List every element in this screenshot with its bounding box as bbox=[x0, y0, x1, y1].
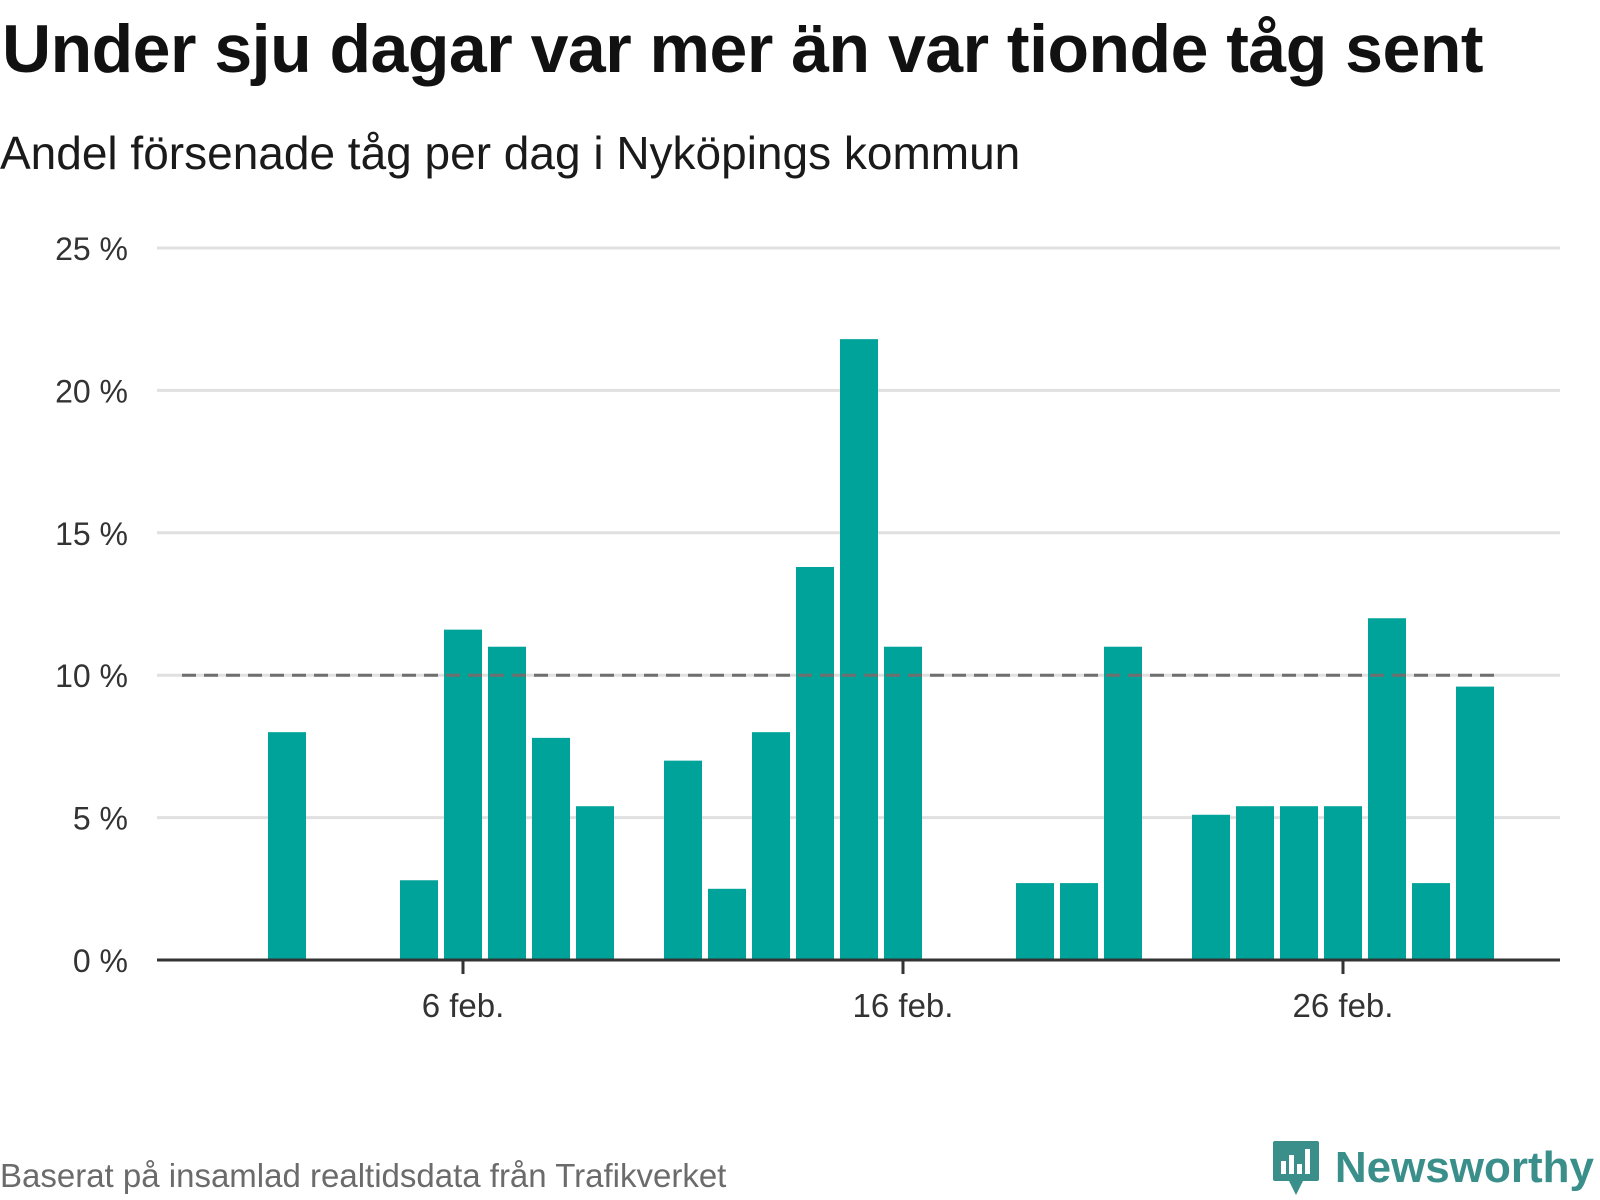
bar bbox=[532, 737, 570, 960]
y-tick-label: 25 % bbox=[55, 231, 128, 267]
brand-logo[interactable]: Newsworthy bbox=[1271, 1140, 1594, 1196]
bar bbox=[1412, 883, 1450, 960]
chart-title: Under sju dagar var mer än var tionde tå… bbox=[2, 11, 1484, 87]
newsworthy-logo-icon bbox=[1272, 1141, 1319, 1195]
x-tick-label: 16 feb. bbox=[853, 987, 954, 1024]
bar bbox=[268, 732, 306, 960]
y-tick-label: 0 % bbox=[73, 943, 128, 979]
source-note: Baserat på insamlad realtidsdata från Tr… bbox=[0, 1157, 727, 1194]
chart-subtitle: Andel försenade tåg per dag i Nyköpings … bbox=[0, 127, 1021, 179]
bar bbox=[752, 732, 790, 960]
bar bbox=[1280, 806, 1318, 960]
x-tick-label: 26 feb. bbox=[1293, 987, 1394, 1024]
bar bbox=[1060, 883, 1098, 960]
bar bbox=[1324, 806, 1362, 960]
y-tick-label: 15 % bbox=[55, 516, 128, 552]
bar-chart: 0 % 5 % 10 % 15 % 20 % 25 % 6 feb. 16 feb. 26 fe… bbox=[55, 231, 1560, 1024]
y-tick-label: 20 % bbox=[55, 373, 128, 409]
bar bbox=[840, 339, 878, 960]
y-tick-label: 10 % bbox=[55, 658, 128, 694]
bar bbox=[796, 566, 834, 960]
bar bbox=[664, 760, 702, 960]
bar bbox=[1456, 686, 1494, 960]
bar bbox=[1236, 806, 1274, 960]
bar bbox=[1368, 618, 1406, 960]
bar bbox=[488, 646, 526, 960]
bar bbox=[1016, 883, 1054, 960]
bar bbox=[576, 806, 614, 960]
brand-name: Newsworthy bbox=[1334, 1143, 1594, 1192]
x-tick-label: 6 feb. bbox=[422, 987, 505, 1024]
bar bbox=[400, 880, 438, 960]
bar bbox=[1104, 646, 1142, 960]
bar bbox=[884, 646, 922, 960]
bar bbox=[708, 888, 746, 960]
bar bbox=[444, 629, 482, 960]
bar bbox=[1192, 814, 1230, 960]
y-tick-label: 5 % bbox=[73, 801, 128, 837]
